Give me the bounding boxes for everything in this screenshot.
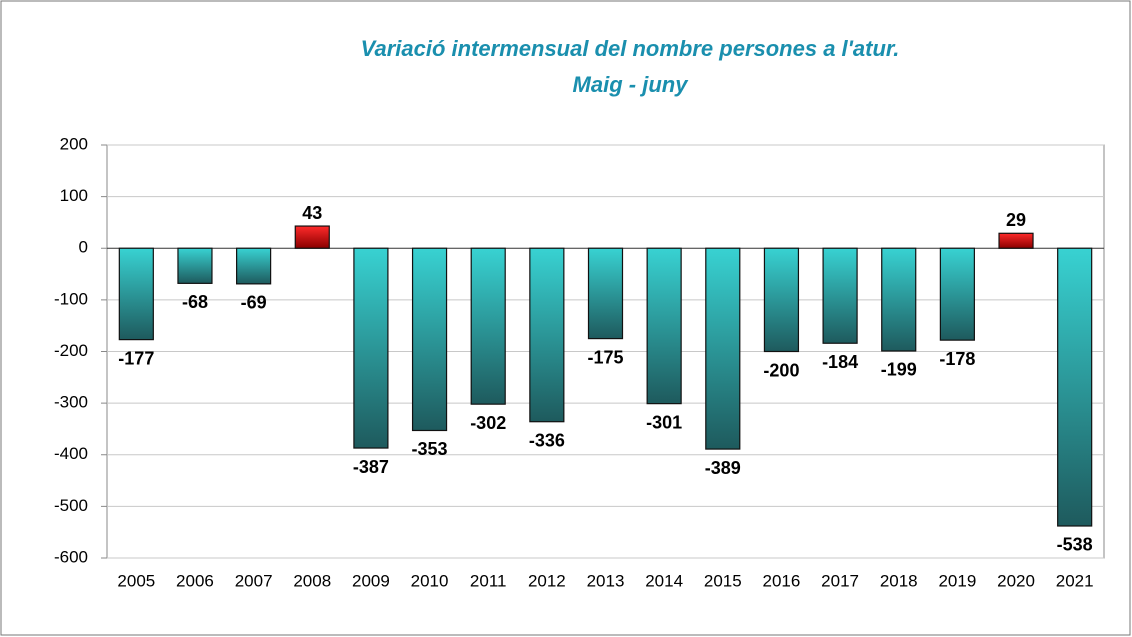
- x-tick-label: 2016: [763, 571, 801, 590]
- bar: [587, 247, 624, 340]
- value-label: -178: [939, 349, 975, 369]
- value-label: -353: [412, 439, 448, 459]
- bar: [353, 247, 389, 449]
- x-tick-label: 2005: [117, 571, 155, 590]
- y-tick-label: -600: [54, 547, 88, 566]
- bar: [236, 247, 272, 285]
- x-tick-label: 2021: [1056, 571, 1094, 590]
- x-tick-label: 2006: [176, 571, 214, 590]
- y-tick-label: -300: [54, 393, 88, 412]
- y-tick-label: -400: [54, 444, 88, 463]
- bar: [881, 247, 917, 352]
- bar: [177, 247, 213, 284]
- y-tick-label: 100: [60, 186, 88, 205]
- chart-title: Variació intermensual del nombre persone…: [361, 36, 900, 61]
- bar: [118, 247, 154, 341]
- bar: [294, 225, 330, 249]
- y-tick-label: 0: [79, 238, 88, 257]
- bar: [763, 247, 800, 353]
- value-label: -302: [470, 413, 506, 433]
- y-tick-label: -100: [54, 289, 88, 308]
- bar: [822, 247, 858, 344]
- x-tick-label: 2020: [997, 571, 1035, 590]
- value-label: -199: [881, 360, 917, 380]
- y-tick-label: -200: [54, 341, 88, 360]
- bar: [998, 232, 1034, 249]
- x-tick-label: 2007: [235, 571, 273, 590]
- bar: [939, 247, 975, 341]
- value-label: -538: [1057, 535, 1093, 555]
- bar: [411, 247, 448, 432]
- value-label: -301: [646, 412, 682, 432]
- value-label: -69: [241, 293, 267, 313]
- x-tick-label: 2017: [821, 571, 859, 590]
- value-label: -387: [353, 457, 389, 477]
- value-label: -389: [705, 458, 741, 478]
- x-tick-label: 2012: [528, 571, 566, 590]
- bar: [646, 247, 682, 405]
- x-tick-label: 2011: [470, 571, 507, 590]
- x-tick-label: 2008: [293, 571, 331, 590]
- x-tick-label: 2014: [645, 571, 683, 590]
- bar: [529, 247, 565, 423]
- value-label: -177: [118, 348, 154, 368]
- x-tick-label: 2013: [587, 571, 625, 590]
- value-label: -68: [182, 292, 208, 312]
- chart-subtitle: Maig - juny: [573, 72, 690, 97]
- bar: [470, 247, 506, 405]
- bar: [1057, 247, 1093, 527]
- y-tick-label: 200: [60, 134, 88, 153]
- x-tick-label: 2009: [352, 571, 390, 590]
- value-label: -175: [587, 347, 623, 367]
- value-label: -184: [822, 352, 858, 372]
- value-label: 29: [1006, 210, 1026, 230]
- x-tick-label: 2015: [704, 571, 742, 590]
- x-tick-label: 2018: [880, 571, 918, 590]
- value-label: 43: [302, 203, 322, 223]
- bar: [705, 247, 741, 450]
- x-tick-label: 2010: [411, 571, 449, 590]
- y-tick-label: -500: [54, 496, 88, 515]
- value-label: -336: [529, 430, 565, 450]
- value-label: -200: [763, 360, 799, 380]
- x-tick-label: 2019: [938, 571, 976, 590]
